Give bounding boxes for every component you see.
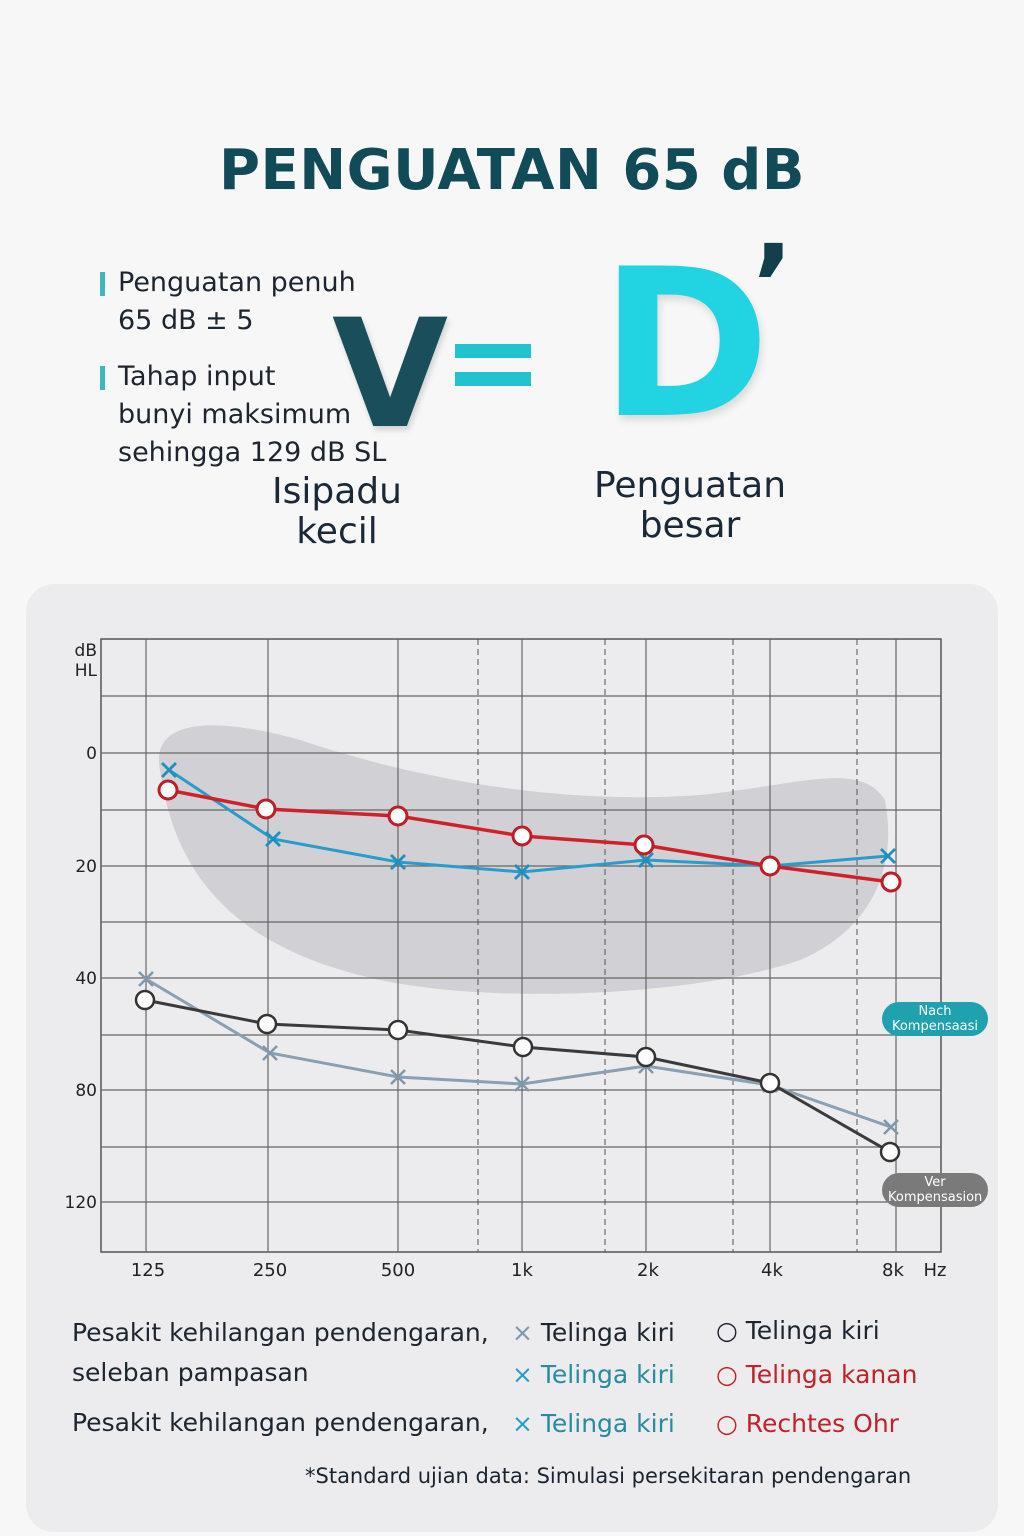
equals-bar-bottom — [455, 372, 531, 386]
legend-item-red-circle: ○ Telinga kanan — [716, 1360, 917, 1389]
after-compensation-badge: Nach Kompensaasi — [882, 1002, 988, 1036]
bullet-max-input: Tahap input bunyi maksimum sehingga 129 … — [100, 358, 386, 472]
prime-mark: ’ — [752, 221, 794, 349]
circle-marker-icon: ○ — [716, 1316, 738, 1345]
legend-item-blue-x: × Telinga kiri — [512, 1360, 675, 1389]
legend-group-label-1b: seleban pampasan — [72, 1358, 309, 1387]
svg-text:4k: 4k — [761, 1260, 783, 1281]
x-marker-icon: × — [512, 1318, 533, 1347]
legend-item-blue-x-2: × Telinga kiri — [512, 1409, 675, 1438]
legend-item-dark-circle: ○ Telinga kiri — [716, 1316, 880, 1345]
svg-text:1k: 1k — [511, 1260, 533, 1281]
target-zone — [158, 725, 889, 994]
svg-text:20: 20 — [75, 857, 97, 877]
y-axis-labels: dB HL 0 20 40 80 120 — [65, 641, 98, 1213]
red-circle-markers — [157, 779, 902, 893]
gain-symbol: D — [600, 226, 771, 464]
svg-text:HL: HL — [75, 661, 98, 681]
svg-text:dB: dB — [75, 641, 97, 661]
legend-group-label-1: Pesakit kehilangan pendengaran, — [72, 1318, 489, 1347]
svg-text:120: 120 — [65, 1193, 97, 1213]
legend-text: Telinga kiri — [540, 1318, 675, 1347]
gain-caption: Penguatan besar — [593, 465, 787, 546]
bullet-full-gain: Penguatan penuh 65 dB ± 5 — [100, 264, 356, 340]
dark-circle-markers — [134, 989, 901, 1163]
dashed-gridlines — [477, 639, 858, 1252]
before-compensation-badge: Ver Kompensasion — [882, 1173, 988, 1207]
legend-item-gray-x: × Telinga kiri — [512, 1318, 675, 1347]
series-left-before-circle — [144, 998, 891, 1154]
legend-text: Telinga kiri — [540, 1360, 675, 1389]
x-marker-icon: × — [512, 1360, 533, 1389]
bullet-text: Tahap input bunyi maksimum sehingga 129 … — [118, 361, 387, 468]
svg-text:80: 80 — [75, 1081, 97, 1101]
svg-text:40: 40 — [75, 969, 97, 989]
circle-marker-icon: ○ — [716, 1360, 738, 1389]
legend-group-label-2: Pesakit kehilangan pendengaran, — [72, 1408, 489, 1437]
legend-text: Rechtes Ohr — [745, 1409, 899, 1438]
svg-text:250: 250 — [253, 1260, 287, 1281]
legend-text: Telinga kiri — [745, 1316, 880, 1345]
svg-text:0: 0 — [86, 744, 97, 764]
svg-text:8k: 8k — [882, 1260, 904, 1281]
legend-text: Telinga kanan — [745, 1360, 918, 1389]
volume-symbol: V — [332, 288, 449, 462]
svg-text:Hz: Hz — [924, 1260, 947, 1281]
bullet-bar-icon — [100, 366, 105, 390]
blue-x-markers — [161, 762, 896, 880]
bullet-bar-icon — [100, 272, 105, 296]
circle-marker-icon: ○ — [716, 1409, 738, 1438]
equals-bar-top — [455, 344, 531, 358]
x-marker-icon: × — [512, 1409, 533, 1438]
legend-item-red-circle-2: ○ Rechtes Ohr — [716, 1409, 899, 1438]
bullet-text: Penguatan penuh 65 dB ± 5 — [118, 267, 356, 336]
page-title: PENGUATAN 65 dB — [218, 138, 806, 203]
svg-text:125: 125 — [131, 1260, 165, 1281]
footnote: *Standard ujian data: Simulasi persekita… — [305, 1464, 912, 1488]
x-axis-labels: 125 250 500 1k 2k 4k 8k Hz — [131, 1260, 947, 1281]
volume-caption: Isipadu kecil — [272, 471, 402, 552]
legend-text: Telinga kiri — [540, 1409, 675, 1438]
svg-text:500: 500 — [381, 1260, 415, 1281]
svg-text:2k: 2k — [637, 1260, 659, 1281]
